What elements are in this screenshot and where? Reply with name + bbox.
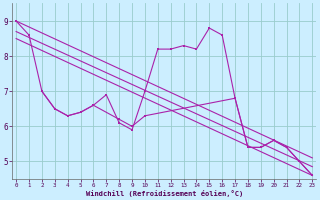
X-axis label: Windchill (Refroidissement éolien,°C): Windchill (Refroidissement éolien,°C) xyxy=(85,190,243,197)
